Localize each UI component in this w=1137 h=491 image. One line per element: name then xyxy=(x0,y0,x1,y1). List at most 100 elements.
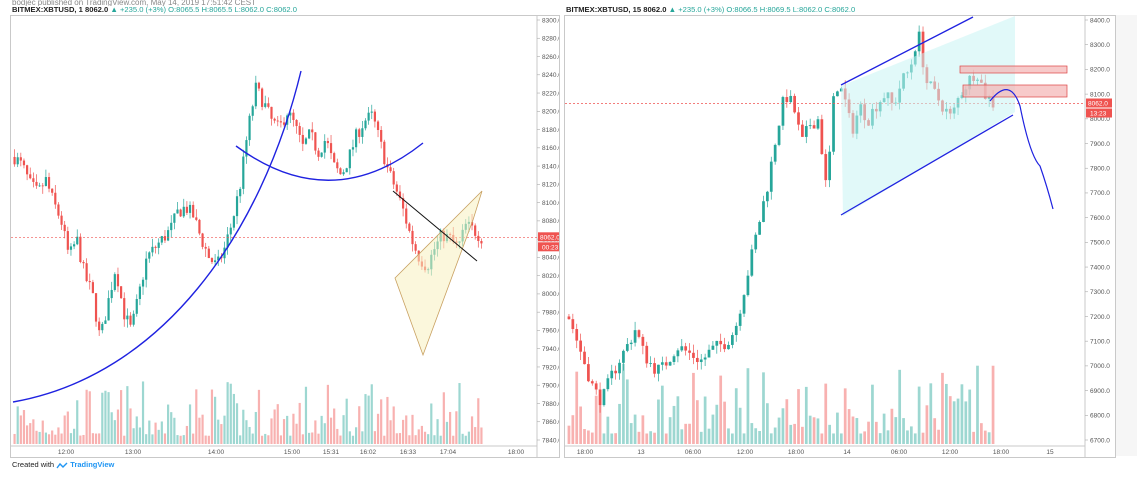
candle-body xyxy=(769,161,773,192)
volume-bar xyxy=(163,433,167,444)
volume-bar xyxy=(160,421,163,444)
candle-body xyxy=(301,134,304,144)
candle-body xyxy=(317,150,320,157)
y-tick-label: 8080.0 xyxy=(542,218,559,225)
candle-body xyxy=(251,106,254,116)
volume-bar xyxy=(789,424,793,444)
volume-bar xyxy=(217,419,220,444)
volume-bar xyxy=(29,423,32,444)
volume-bar xyxy=(264,433,267,444)
volume-bar xyxy=(820,433,824,444)
rounding-bottom-arc xyxy=(235,142,424,181)
candle-body xyxy=(85,263,88,282)
candle-body xyxy=(625,344,629,351)
volume-bar xyxy=(688,423,691,444)
volume-bar xyxy=(383,435,386,444)
candle-body xyxy=(333,153,336,163)
volume-bar xyxy=(991,365,995,444)
candle-body xyxy=(773,144,777,162)
last-price-label: 8062.0 xyxy=(1088,101,1108,108)
candle-body xyxy=(123,298,126,320)
candle-body xyxy=(38,185,41,187)
y-tick-label: 8400.0 xyxy=(1090,17,1110,24)
candle-body xyxy=(314,132,317,151)
volume-bar xyxy=(420,425,423,444)
candle-body xyxy=(583,351,586,365)
candle-body xyxy=(104,320,107,324)
candle-body xyxy=(339,168,342,175)
candle-body xyxy=(201,233,204,247)
candle-body xyxy=(91,282,94,294)
volume-bar xyxy=(909,426,913,444)
candle-body xyxy=(707,349,711,358)
volume-bar xyxy=(836,412,839,444)
volume-bar xyxy=(816,418,820,444)
channel-fill xyxy=(841,16,1015,216)
volume-bar xyxy=(769,433,773,444)
volume-bar xyxy=(94,433,98,444)
left-chart-svg[interactable]: 8300.0 8280.0 8260.0 8240.0 8220.0 8200.0 8180… xyxy=(11,16,559,457)
candle-body xyxy=(571,319,575,330)
footer-brand[interactable]: TradingView xyxy=(70,460,115,469)
candle-body xyxy=(129,315,132,325)
candle-body xyxy=(575,329,579,341)
candle-body xyxy=(182,206,185,217)
y-tick-label: 6900.0 xyxy=(1090,388,1110,395)
candle-body xyxy=(820,119,824,155)
right-chart-panel[interactable]: 8400.0 8300.0 8200.0 8100.0 8000.0 7900.0 7800… xyxy=(564,15,1116,458)
volume-bar xyxy=(746,368,750,444)
volume-bar xyxy=(355,427,358,444)
volume-bar xyxy=(220,424,223,444)
volume-bar xyxy=(51,430,54,444)
volume-bar xyxy=(311,432,314,444)
volume-bar xyxy=(945,383,948,444)
volume-bar xyxy=(641,415,645,444)
volume-bar xyxy=(279,435,282,444)
channel-upper-line xyxy=(840,16,974,86)
volume-bar xyxy=(956,398,960,444)
left-chart-panel[interactable]: 8300.0 8280.0 8260.0 8240.0 8220.0 8200.0 8180… xyxy=(10,15,560,458)
volume-bar xyxy=(699,431,703,444)
volume-bar xyxy=(326,384,329,444)
volume-bar xyxy=(668,417,672,444)
candle-body xyxy=(176,209,179,214)
volume-bar xyxy=(715,404,719,444)
volume-bar xyxy=(602,433,606,444)
volume-bar xyxy=(85,389,88,444)
volume-bar xyxy=(439,435,442,444)
volume-bar xyxy=(433,435,436,444)
volume-bar xyxy=(587,430,590,444)
candle-body xyxy=(170,222,173,231)
volume-bar xyxy=(214,396,217,444)
volume-bar xyxy=(470,416,474,444)
volume-bar xyxy=(226,382,229,444)
candle-body xyxy=(649,363,653,364)
candle-body xyxy=(579,340,582,352)
volume-bar xyxy=(380,399,383,444)
candle-body xyxy=(364,120,367,129)
volume-bar xyxy=(960,384,964,444)
volume-bar xyxy=(676,396,680,444)
candle-body xyxy=(88,281,91,283)
x-tick-label: 18:00 xyxy=(508,449,525,456)
candle-body xyxy=(719,340,723,345)
candle-body xyxy=(762,201,765,222)
candle-body xyxy=(766,191,769,202)
right-chart-svg[interactable]: 8400.0 8300.0 8200.0 8100.0 8000.0 7900.0 7800… xyxy=(565,16,1115,457)
x-tick-label: 06:00 xyxy=(685,449,702,456)
volume-bar xyxy=(229,383,232,444)
y-tick-label: 8180.0 xyxy=(542,127,559,134)
volume-bar xyxy=(188,404,192,444)
volume-bar xyxy=(477,398,480,444)
candle-body xyxy=(151,246,154,253)
x-tick-label: 15:31 xyxy=(323,449,340,456)
volume-bar xyxy=(583,429,586,444)
volume-bar xyxy=(66,411,69,444)
volume-bar xyxy=(758,431,761,444)
volume-bar xyxy=(695,400,699,444)
candle-body xyxy=(380,130,383,142)
y-tick-label: 7100.0 xyxy=(1090,338,1110,345)
volume-bar xyxy=(298,402,301,444)
volume-bar xyxy=(91,433,94,444)
candle-body xyxy=(16,157,19,165)
